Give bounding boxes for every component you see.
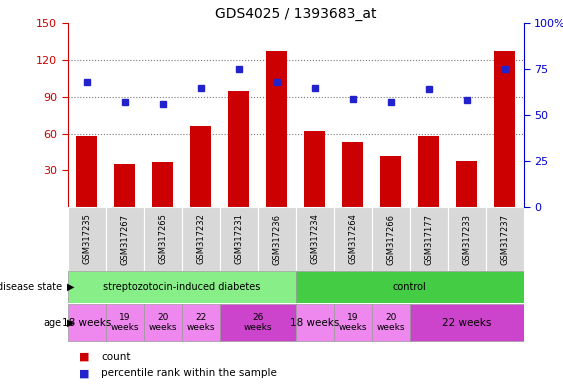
Text: 22 weeks: 22 weeks	[442, 318, 491, 328]
Bar	[144, 207, 181, 271]
Bar	[372, 304, 409, 341]
Bar	[410, 207, 448, 271]
Text: GSM317232: GSM317232	[196, 214, 205, 265]
Bar	[220, 304, 296, 341]
Text: disease state: disease state	[0, 282, 62, 292]
Bar	[333, 207, 372, 271]
Text: GSM317237: GSM317237	[500, 214, 509, 265]
Text: 26
weeks: 26 weeks	[243, 313, 272, 332]
Text: ▶: ▶	[67, 318, 74, 328]
Text: GSM317264: GSM317264	[348, 214, 357, 265]
Bar	[266, 51, 287, 207]
Text: 19
weeks: 19 weeks	[110, 313, 139, 332]
Text: GSM317236: GSM317236	[272, 214, 281, 265]
Text: GSM317266: GSM317266	[386, 214, 395, 265]
Text: count: count	[101, 351, 131, 362]
Bar	[258, 207, 296, 271]
Text: 20
weeks: 20 weeks	[148, 313, 177, 332]
Text: ▶: ▶	[67, 282, 74, 292]
Title: GDS4025 / 1393683_at: GDS4025 / 1393683_at	[215, 7, 376, 21]
Text: 18 weeks: 18 weeks	[62, 318, 111, 328]
Bar	[106, 207, 144, 271]
Bar	[333, 304, 372, 341]
Bar	[448, 207, 485, 271]
Text: ■: ■	[79, 368, 90, 379]
Bar	[106, 304, 144, 341]
Bar	[342, 142, 363, 207]
Bar	[68, 304, 106, 341]
Bar	[494, 51, 515, 207]
Bar	[418, 136, 439, 207]
Text: GSM317235: GSM317235	[82, 214, 91, 265]
Bar	[181, 207, 220, 271]
Text: GSM317267: GSM317267	[120, 214, 129, 265]
Bar	[372, 207, 409, 271]
Text: GSM317265: GSM317265	[158, 214, 167, 265]
Text: ■: ■	[79, 351, 90, 362]
Text: GSM317231: GSM317231	[234, 214, 243, 265]
Text: GSM317234: GSM317234	[310, 214, 319, 265]
Text: 20
weeks: 20 weeks	[376, 313, 405, 332]
Bar	[228, 91, 249, 207]
Bar	[456, 161, 477, 207]
Bar	[144, 304, 181, 341]
Text: streptozotocin-induced diabetes: streptozotocin-induced diabetes	[103, 282, 260, 292]
Bar	[410, 304, 524, 341]
Bar	[68, 271, 296, 303]
Bar	[181, 304, 220, 341]
Bar	[296, 207, 333, 271]
Bar	[380, 156, 401, 207]
Bar	[220, 207, 258, 271]
Text: GSM317233: GSM317233	[462, 214, 471, 265]
Bar	[304, 131, 325, 207]
Bar	[485, 207, 524, 271]
Text: 22
weeks: 22 weeks	[186, 313, 215, 332]
Bar	[114, 164, 135, 207]
Bar	[152, 162, 173, 207]
Bar	[76, 136, 97, 207]
Bar	[296, 271, 524, 303]
Bar	[296, 304, 333, 341]
Text: 18 weeks: 18 weeks	[290, 318, 339, 328]
Text: percentile rank within the sample: percentile rank within the sample	[101, 368, 277, 379]
Text: control: control	[393, 282, 426, 292]
Text: GSM317177: GSM317177	[424, 214, 433, 265]
Text: 19
weeks: 19 weeks	[338, 313, 367, 332]
Bar	[190, 126, 211, 207]
Text: age: age	[44, 318, 62, 328]
Bar	[68, 207, 106, 271]
